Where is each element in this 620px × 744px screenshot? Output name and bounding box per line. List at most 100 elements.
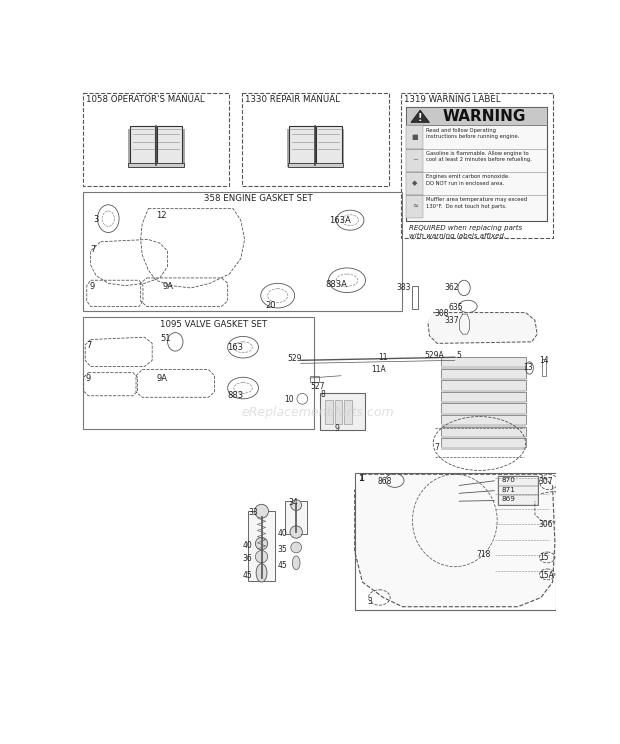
Text: Read and follow Operating
instructions before running engine.: Read and follow Operating instructions b… <box>425 128 519 139</box>
Text: 1330 REPAIR MANUAL: 1330 REPAIR MANUAL <box>246 95 340 104</box>
Polygon shape <box>355 474 555 606</box>
Text: !: ! <box>418 113 422 123</box>
Text: Muffler area temperature may exceed
130°F.  Do not touch hot parts.: Muffler area temperature may exceed 130°… <box>425 197 526 208</box>
Text: 9A: 9A <box>156 374 167 383</box>
Bar <box>441 426 526 436</box>
Text: 20: 20 <box>265 301 276 310</box>
Bar <box>441 390 526 392</box>
Text: REQUIRED when replacing parts
with warning labels affixed.: REQUIRED when replacing parts with warni… <box>409 225 522 239</box>
Bar <box>441 357 526 367</box>
Bar <box>498 486 538 495</box>
Text: 7: 7 <box>435 443 440 452</box>
Polygon shape <box>411 110 430 123</box>
Text: 45: 45 <box>278 560 288 569</box>
Bar <box>441 403 526 413</box>
Bar <box>441 436 526 438</box>
Text: 11: 11 <box>378 353 388 362</box>
Ellipse shape <box>290 526 303 538</box>
Text: 362: 362 <box>444 283 459 292</box>
Text: 306: 306 <box>539 521 554 530</box>
Bar <box>441 392 526 401</box>
Bar <box>355 472 556 610</box>
Text: 635: 635 <box>449 304 463 312</box>
Bar <box>130 126 155 164</box>
Bar <box>441 378 526 380</box>
Text: 5: 5 <box>456 351 461 360</box>
Text: 7: 7 <box>90 245 95 254</box>
Text: 869: 869 <box>501 496 515 502</box>
Bar <box>406 195 423 218</box>
Bar <box>441 438 526 447</box>
Text: 12: 12 <box>156 211 167 220</box>
Bar <box>441 424 526 426</box>
Text: 307: 307 <box>539 477 554 486</box>
Text: ■: ■ <box>412 134 418 140</box>
Bar <box>406 126 423 149</box>
Text: 10: 10 <box>285 395 294 404</box>
Bar <box>441 413 526 415</box>
Bar <box>441 380 526 390</box>
Text: 15: 15 <box>539 553 548 562</box>
Text: 163: 163 <box>227 344 243 353</box>
Text: 45: 45 <box>242 571 252 580</box>
Bar <box>344 400 352 424</box>
Text: 308: 308 <box>435 310 449 318</box>
Text: 7: 7 <box>86 341 91 350</box>
Bar <box>326 400 333 424</box>
Text: 40: 40 <box>242 542 252 551</box>
Text: 14: 14 <box>539 356 549 365</box>
Text: 40: 40 <box>278 529 288 538</box>
Text: 15A: 15A <box>539 571 554 580</box>
Bar <box>83 192 402 311</box>
Text: ~: ~ <box>412 157 418 163</box>
Text: 1058 OPERATOR'S MANUAL: 1058 OPERATOR'S MANUAL <box>86 95 205 104</box>
Bar <box>498 476 538 505</box>
Text: 529A: 529A <box>424 351 444 360</box>
Text: 883: 883 <box>227 391 243 400</box>
Text: 871: 871 <box>501 487 515 493</box>
Bar <box>498 495 538 505</box>
Ellipse shape <box>255 537 268 550</box>
Bar <box>288 163 343 167</box>
Text: 1319 WARNING LABEL: 1319 WARNING LABEL <box>404 95 500 104</box>
Bar <box>441 415 526 424</box>
Bar <box>542 359 546 376</box>
Bar <box>498 476 538 486</box>
Text: 358 ENGINE GASKET SET: 358 ENGINE GASKET SET <box>204 194 312 203</box>
Ellipse shape <box>291 500 301 510</box>
Bar <box>406 107 547 221</box>
Text: 9: 9 <box>335 424 340 433</box>
Bar <box>406 149 423 172</box>
Bar <box>335 400 342 424</box>
Text: Gasoline is flammable. Allow engine to
cool at least 2 minutes before refueling.: Gasoline is flammable. Allow engine to c… <box>425 151 531 162</box>
Text: 883A: 883A <box>326 280 347 289</box>
Bar <box>83 93 229 185</box>
Bar <box>412 286 418 309</box>
Bar <box>83 317 314 429</box>
Bar <box>287 129 344 167</box>
Bar <box>441 367 526 369</box>
Ellipse shape <box>255 551 268 562</box>
Bar <box>401 93 552 238</box>
Text: 163A: 163A <box>329 217 351 225</box>
Bar <box>441 447 526 449</box>
Text: 33: 33 <box>249 508 258 517</box>
Bar <box>310 376 319 382</box>
Text: eReplacementParts.com: eReplacementParts.com <box>241 406 394 419</box>
Bar <box>242 93 389 185</box>
Text: 11A: 11A <box>371 365 386 374</box>
Bar <box>290 126 315 164</box>
Text: Engines emit carbon monoxide.
DO NOT run in enclosed area.: Engines emit carbon monoxide. DO NOT run… <box>425 174 509 185</box>
Bar <box>441 401 526 403</box>
Text: 718: 718 <box>476 550 491 559</box>
Text: 9A: 9A <box>162 282 173 291</box>
Text: 9: 9 <box>90 282 95 291</box>
Bar <box>406 107 547 126</box>
Text: 34: 34 <box>288 498 298 507</box>
Bar <box>128 163 184 167</box>
Text: ≈: ≈ <box>412 203 418 209</box>
Polygon shape <box>428 312 537 344</box>
Text: 1: 1 <box>358 473 364 483</box>
Bar <box>249 511 275 580</box>
Text: 35: 35 <box>278 545 288 554</box>
